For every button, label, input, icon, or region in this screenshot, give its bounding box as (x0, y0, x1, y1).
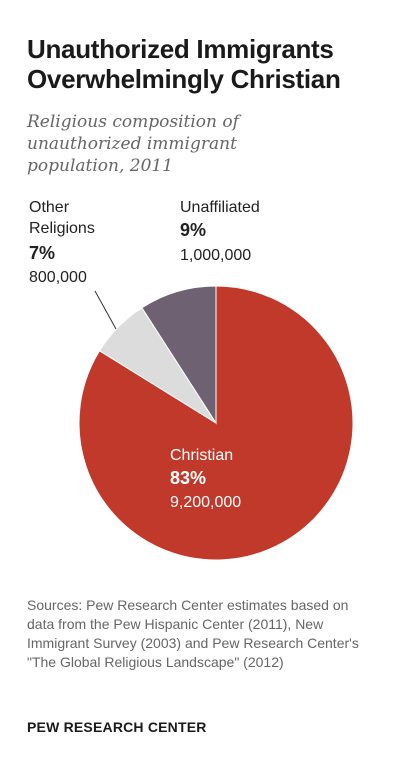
other-religions-percent-label: 7% (29, 243, 55, 263)
christian-percent-label: 83% (170, 468, 206, 488)
christian-name-label: Christian (170, 447, 233, 464)
chart-title: Unauthorized Immigrants Overwhelmingly C… (27, 34, 341, 94)
pew-logo-text: PEW RESEARCH CENTER (27, 719, 207, 735)
unaffiliated-name-label: Unaffiliated (180, 199, 260, 216)
unaffiliated-count-label: 1,000,000 (180, 247, 251, 264)
chart-subtitle: Religious composition of unauthorized im… (27, 112, 239, 176)
other-religions-name-label: Other Religions (29, 199, 95, 237)
other-religions-leader-line (94, 290, 117, 330)
other-religions-count-label: 800,000 (29, 269, 87, 286)
unaffiliated-percent-label: 9% (180, 220, 206, 240)
unaffiliated-slice (141, 285, 217, 425)
christian-count-label: 9,200,000 (170, 494, 241, 511)
source-note: Sources: Pew Research Center estimates b… (27, 597, 359, 670)
